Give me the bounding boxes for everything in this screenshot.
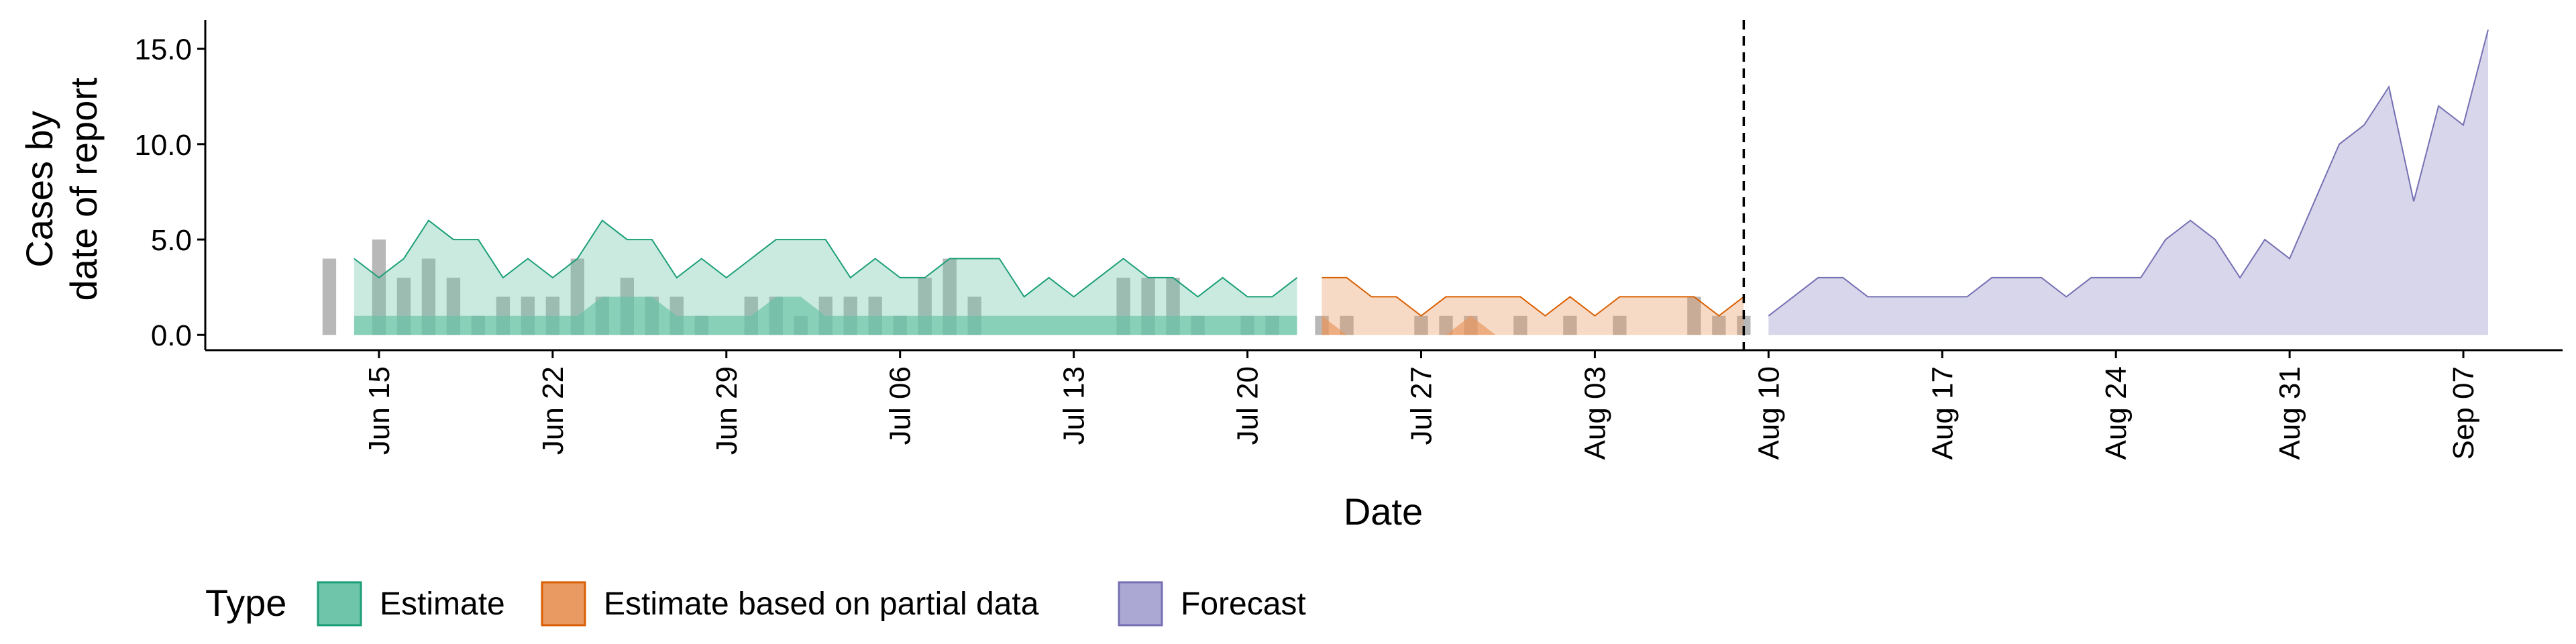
reported-cases-bar [1414, 315, 1428, 335]
reported-cases-bar [1563, 315, 1577, 335]
x-tick-label: Aug 03 [1578, 366, 1611, 460]
legend-title: Type [205, 582, 286, 624]
y-tick-label: 0.0 [151, 319, 192, 352]
forecast-90-upper-line [1768, 29, 2489, 317]
legend-swatch [1118, 581, 1163, 627]
x-tick-label: Jun 15 [363, 366, 396, 455]
partial-estimate-90-upper-line [1322, 276, 1744, 317]
legend-swatch [541, 581, 586, 627]
y-axis-label-line-1: Cases by [18, 111, 60, 267]
x-tick-label: Jul 13 [1058, 366, 1091, 445]
x-axis-label: Date [1344, 490, 1423, 533]
reported-cases-bar [1712, 315, 1726, 335]
estimate-50-band [354, 297, 1297, 335]
reported-cases-bar [372, 239, 386, 335]
reported-cases-bar [1340, 315, 1354, 335]
legend-label: Forecast [1181, 586, 1306, 622]
x-tick-label: Aug 17 [1926, 366, 1959, 460]
y-ticks: 0.0 5.0 10.0 15.0 [134, 34, 205, 352]
reported-cases-bar [1439, 315, 1453, 335]
x-tick-label: Aug 10 [1752, 366, 1785, 460]
estimate-90-band [354, 220, 1297, 335]
legend-label: Estimate based on partial data [604, 586, 1039, 622]
x-tick-label: Sep 07 [2447, 366, 2480, 460]
plot-area [322, 20, 2489, 350]
x-tick-label: Jul 06 [884, 366, 917, 445]
x-tick-label: Aug 24 [2100, 366, 2133, 460]
x-tick-label: Jul 20 [1232, 366, 1265, 445]
legend: Type Estimate Estimate based on partial da… [205, 581, 1306, 627]
reported-cases-bar [1513, 315, 1527, 335]
axes: 0.05.010.015.0 Jun 15 Jun 22 Jun 29 Jul 06 J… [18, 20, 2563, 533]
reported-cases-bar [1737, 315, 1751, 335]
y-axis-label-line-2: date of report [62, 77, 105, 301]
x-tick-label: Aug 31 [2273, 366, 2306, 460]
x-ticks: Jun 15 Jun 22 Jun 29 Jul 06 Jul 13 Jul 20 Jul … [363, 350, 2480, 460]
reported-cases-bar [322, 258, 337, 335]
y-tick-label: 15.0 [134, 34, 192, 66]
legend-swatch [317, 581, 362, 627]
x-tick-label: Jun 22 [537, 366, 570, 455]
forecast-90-band [1768, 30, 2488, 335]
x-tick-label: Jun 29 [710, 366, 743, 455]
x-tick-label: Jul 27 [1405, 366, 1438, 445]
y-tick-label: 10.0 [134, 129, 192, 162]
estimate-90-upper-line [354, 219, 1298, 298]
partial-estimate-90-band [1322, 277, 1744, 335]
reported-cases-bar [1613, 315, 1627, 335]
legend-label: Estimate [380, 586, 505, 622]
y-tick-label: 5.0 [151, 224, 192, 257]
reported-cases-bar [1687, 297, 1701, 335]
